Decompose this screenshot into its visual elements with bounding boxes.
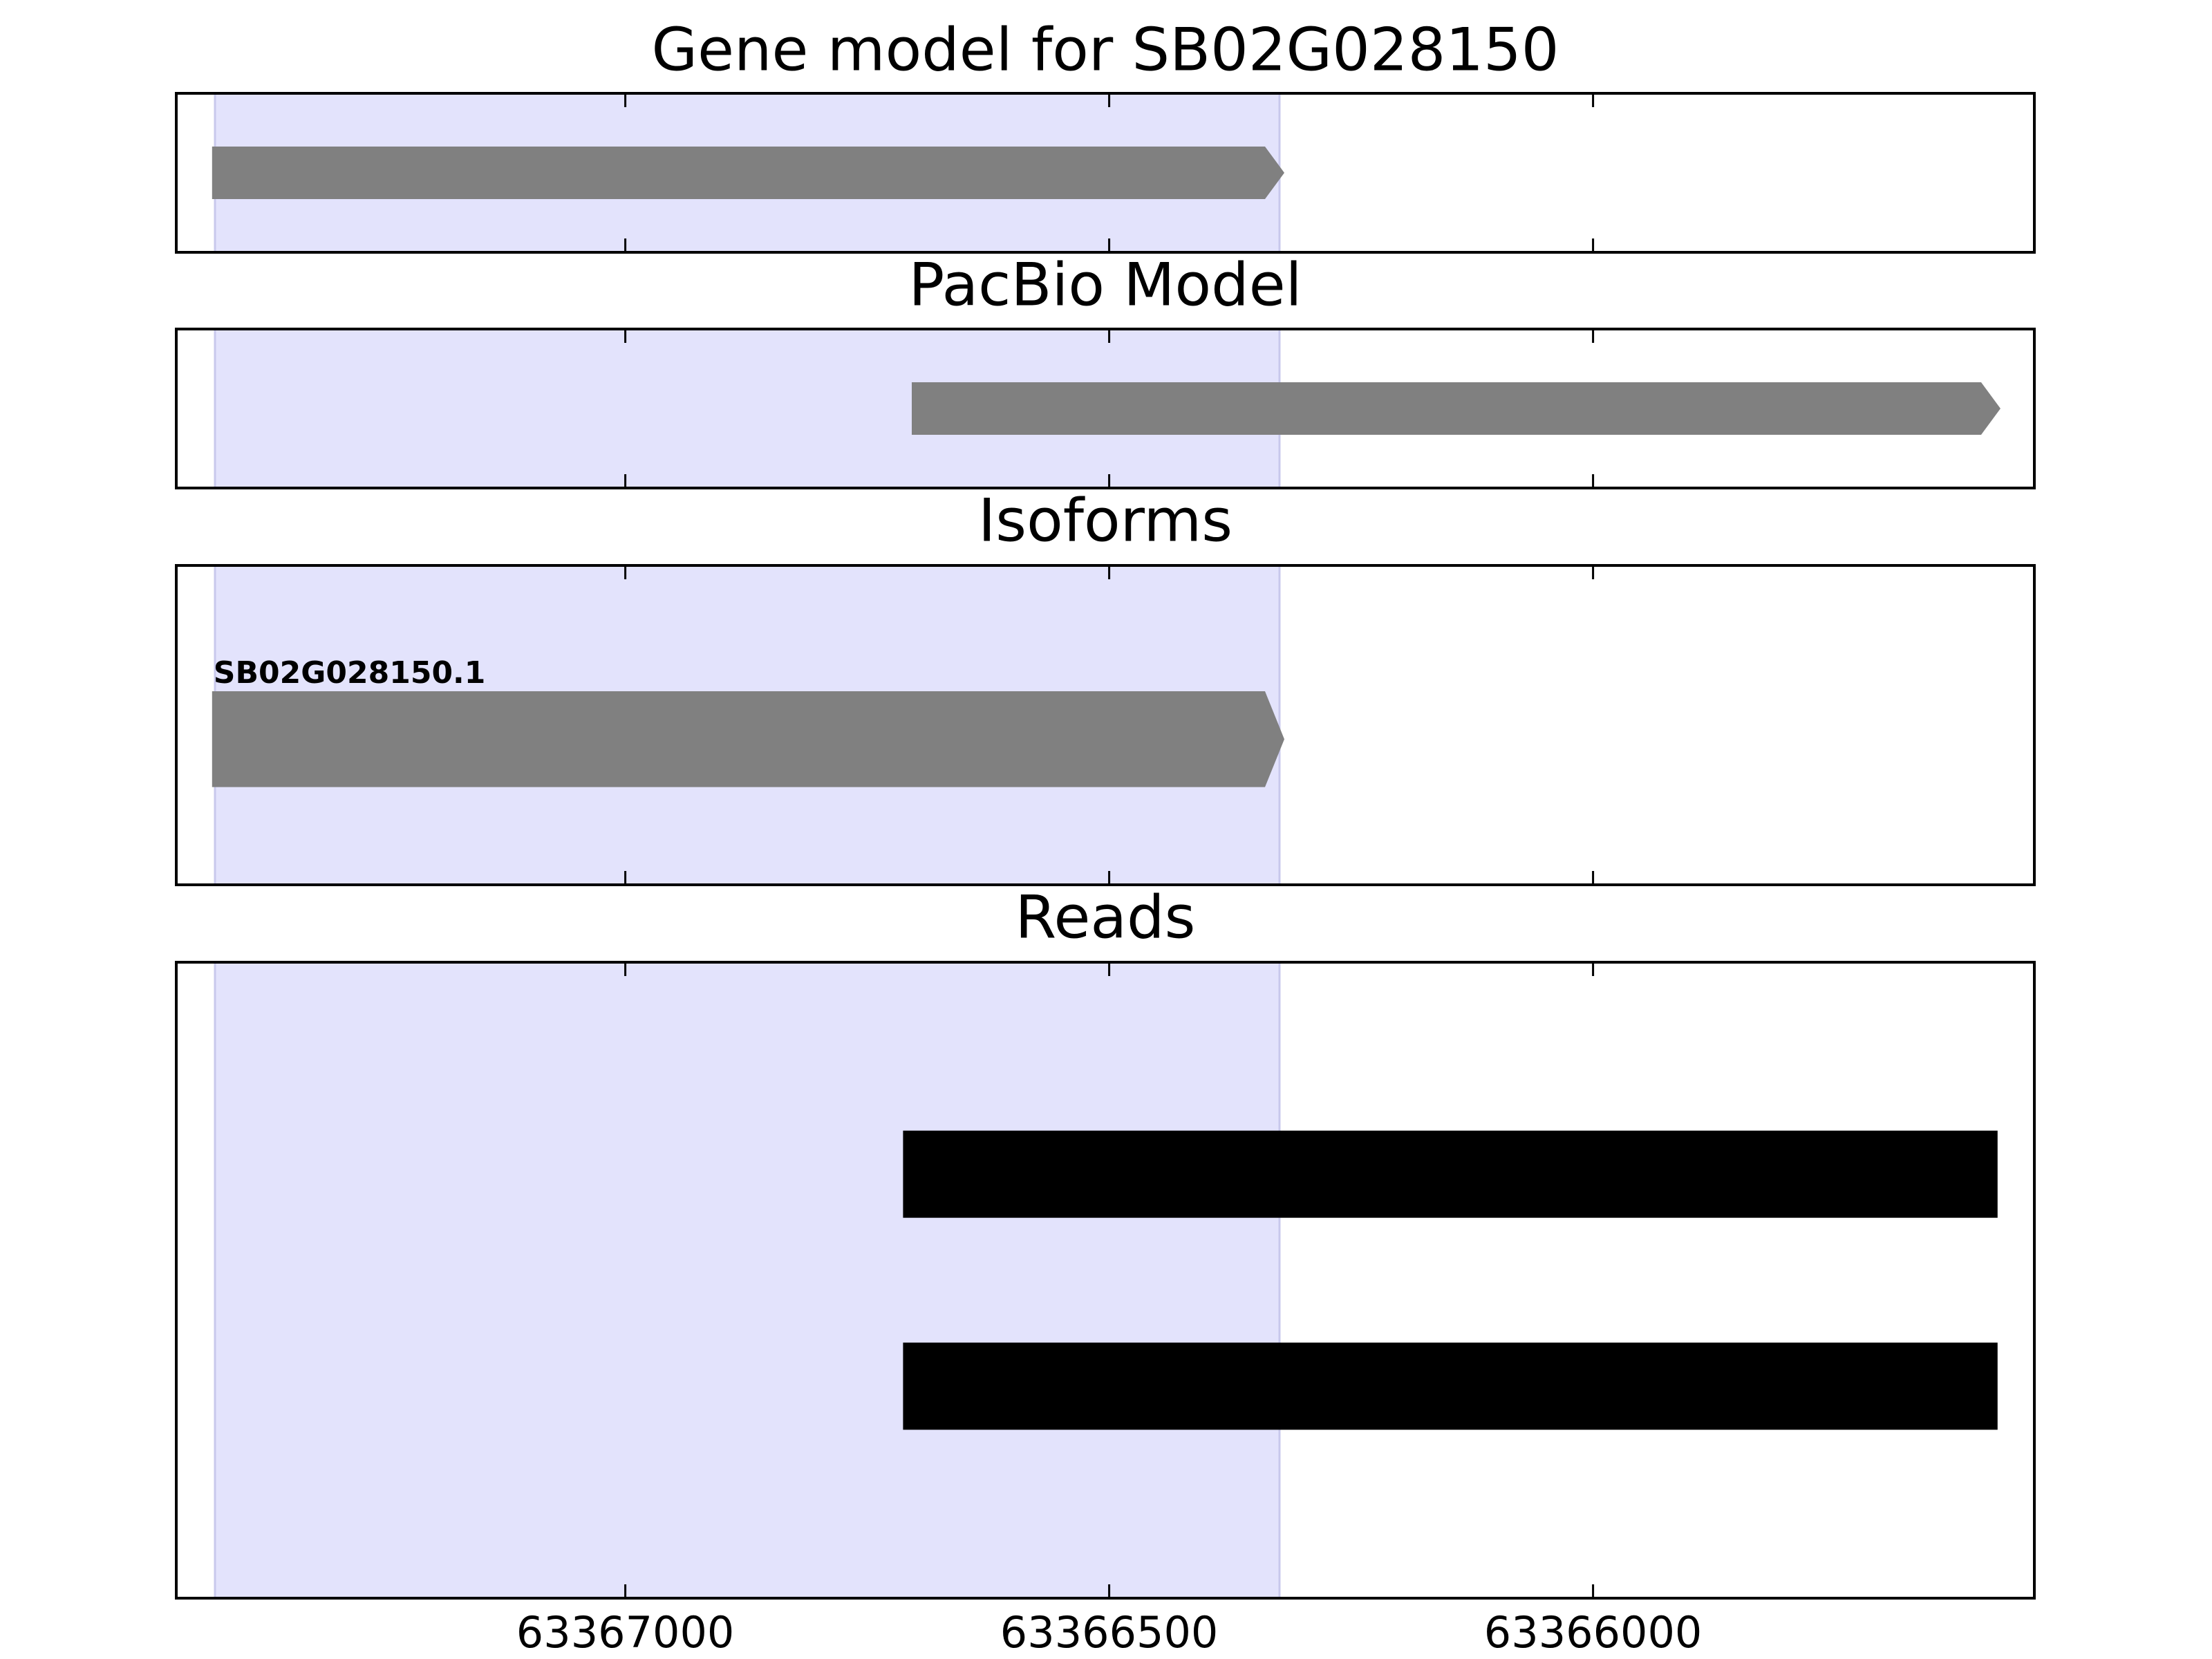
read-bar xyxy=(903,1130,1998,1218)
x-tick-label: 63367000 xyxy=(516,1607,735,1658)
read-bar xyxy=(903,1342,1998,1430)
panel-title: Gene model for SB02G028150 xyxy=(652,15,1559,84)
panel-title: PacBio Model xyxy=(908,250,1302,319)
highlight-region xyxy=(214,961,1281,1600)
panel-title: Reads xyxy=(1015,883,1196,952)
panel-title: Isoforms xyxy=(978,486,1232,555)
x-tick-label: 63366000 xyxy=(1484,1607,1703,1658)
x-tick-label: 63366500 xyxy=(1000,1607,1219,1658)
feature-arrow xyxy=(912,382,2000,435)
panel-frame xyxy=(175,961,2036,1600)
panel-frame xyxy=(175,328,2036,489)
feature-label: SB02G028150.1 xyxy=(214,655,486,691)
feature-arrow xyxy=(212,691,1284,787)
panel-frame xyxy=(175,92,2036,254)
feature-arrow xyxy=(212,147,1284,199)
panel-frame xyxy=(175,564,2036,886)
